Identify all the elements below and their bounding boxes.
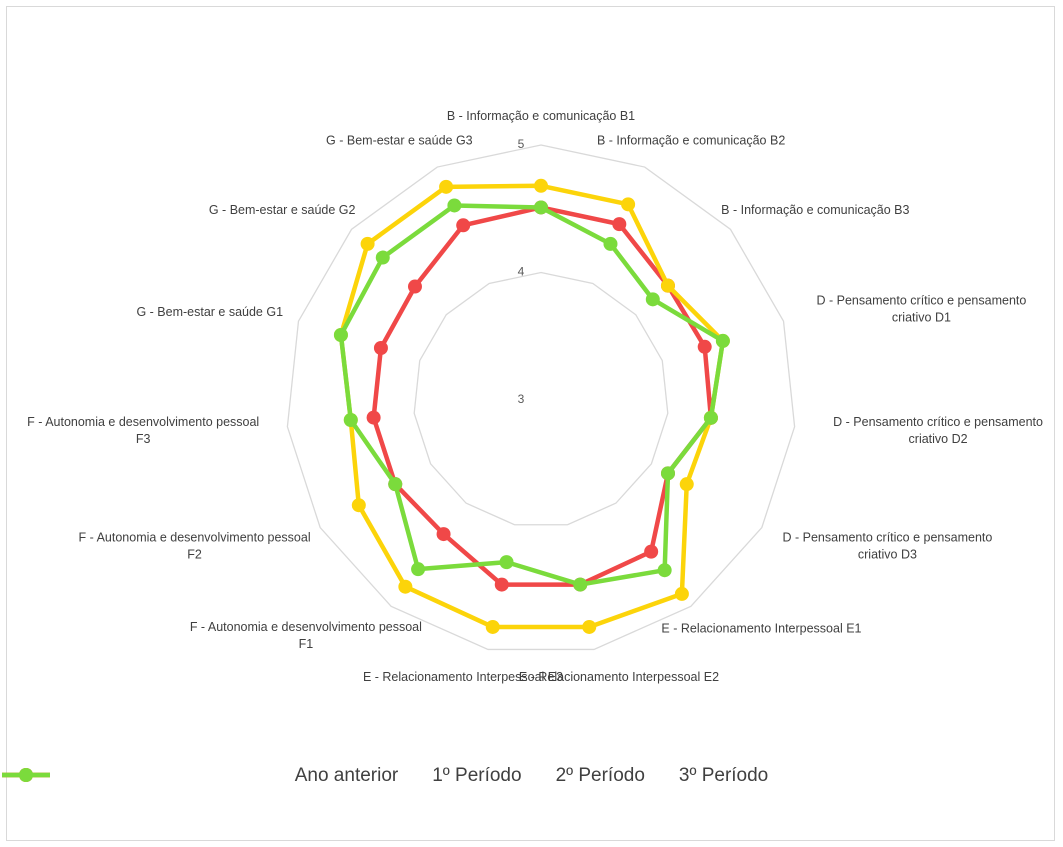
category-label: B - Informação e comunicação B1	[446, 109, 636, 123]
data-point	[398, 579, 413, 594]
category-label: G - Bem-estar e saúde G1	[136, 304, 284, 319]
category-label: E - Relacionamento Interpessoal E1	[661, 621, 862, 636]
legend-label: 3º Período	[678, 765, 769, 786]
legend-label: 2º Período	[555, 765, 645, 786]
data-point	[375, 250, 390, 265]
series-line	[371, 205, 714, 587]
data-point	[343, 412, 358, 427]
category-label: F - Autonomia e desenvolvimento pessoal …	[27, 414, 260, 446]
data-point	[612, 217, 627, 232]
r-tick-label: 4	[518, 265, 525, 279]
data-point	[333, 327, 348, 342]
data-point	[582, 619, 597, 634]
data-point	[407, 279, 422, 294]
data-point	[388, 477, 403, 492]
data-point	[366, 410, 381, 425]
r-tick-label: 5	[518, 137, 525, 151]
data-point	[645, 292, 660, 307]
category-label: D - Pensamento crítico e pensamento cria…	[782, 530, 993, 561]
data-point	[660, 278, 675, 293]
data-point	[499, 555, 514, 570]
data-point	[485, 619, 500, 634]
legend-marker	[19, 768, 33, 782]
data-point	[411, 562, 426, 577]
series-line	[338, 183, 726, 630]
data-point	[703, 410, 718, 425]
data-point	[679, 477, 694, 492]
legend-item: 1º Período	[2, 765, 522, 787]
data-point	[644, 544, 659, 559]
data-point	[674, 586, 689, 601]
data-point	[534, 200, 548, 215]
legend-label: 1º Período	[432, 765, 522, 786]
category-label: B - Informação e comunicação B3	[721, 202, 910, 217]
category-label: E - Relacionamento Interpessoal E3	[362, 669, 564, 684]
data-point	[360, 236, 375, 251]
series-line	[338, 203, 726, 587]
grid-line	[286, 144, 796, 651]
data-point	[621, 197, 636, 212]
data-point	[534, 178, 548, 193]
legend-item: Ano anterior	[2, 765, 399, 787]
data-point	[603, 236, 618, 251]
grid-line	[413, 271, 669, 526]
category-label: G - Bem-estar e saúde G3	[326, 133, 473, 148]
legend-item: 2º Período	[2, 765, 645, 787]
category-label: E - Relacionamento Interpessoal E2	[518, 669, 720, 684]
legend-label: Ano anterior	[294, 765, 399, 786]
category-label: F - Autonomia e desenvolvimento pessoal …	[78, 530, 311, 561]
legend: Ano anterior 1º Período 2º Período 3º Perío…	[0, 765, 1063, 787]
data-point	[660, 466, 675, 481]
category-label: F - Autonomia e desenvolvimento pessoal …	[189, 620, 422, 652]
data-point	[657, 563, 672, 578]
chart-frame	[6, 6, 1055, 841]
category-label: G - Bem-estar e saúde G2	[208, 202, 356, 217]
r-tick-label: 3	[518, 392, 525, 406]
data-point	[436, 527, 451, 542]
category-label: D - Pensamento crítico e pensamento cria…	[816, 293, 1027, 325]
data-point	[573, 577, 588, 592]
data-point	[494, 577, 509, 592]
category-label: D - Pensamento crítico e pensamento cria…	[833, 414, 1043, 446]
data-point	[715, 333, 730, 348]
data-point	[439, 179, 454, 194]
data-point	[447, 198, 462, 213]
legend-swatch	[2, 768, 50, 782]
data-point	[373, 340, 388, 355]
data-point	[456, 218, 471, 233]
data-point	[351, 498, 366, 513]
legend-item: 3º Período	[2, 765, 769, 787]
data-point	[697, 339, 712, 354]
category-label: B - Informação e comunicação B2	[596, 133, 786, 148]
